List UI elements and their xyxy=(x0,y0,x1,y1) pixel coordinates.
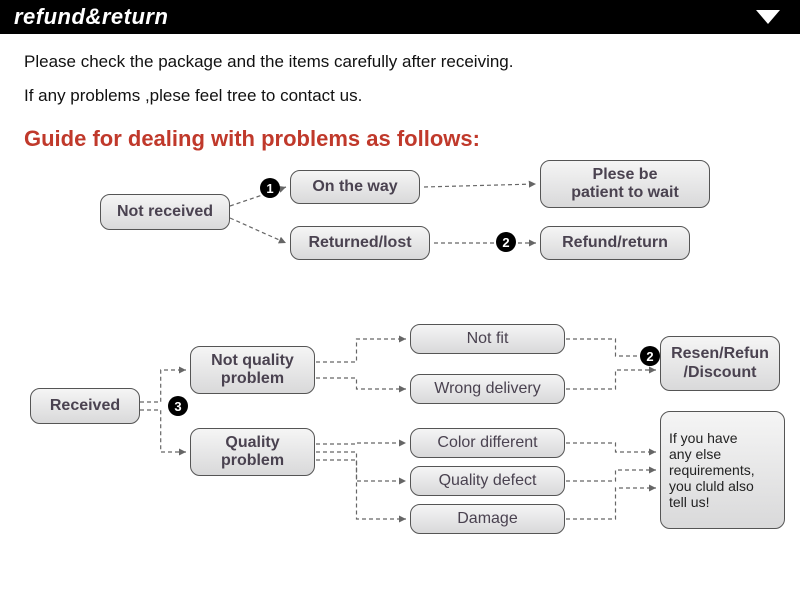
intro-text: Please check the package and the items c… xyxy=(0,34,800,126)
flow-node-returned_lost: Returned/lost xyxy=(290,226,430,260)
guide-title: Guide for dealing with problems as follo… xyxy=(0,126,800,156)
edge-received-to-quality xyxy=(140,410,186,452)
flow-node-refund_return: Refund/return xyxy=(540,226,690,260)
edge-not_quality-to-not_fit xyxy=(316,339,406,362)
flow-badge-b2: 2 xyxy=(496,232,516,252)
flow-node-else_req: If you haveany elserequirements,you clul… xyxy=(660,411,785,529)
edge-quality-to-damage xyxy=(316,460,406,519)
flow-node-on_the_way: On the way xyxy=(290,170,420,204)
edge-color_diff-to-else_req xyxy=(566,443,656,452)
intro-line-2: If any problems ,plese feel tree to cont… xyxy=(24,86,776,106)
intro-line-1: Please check the package and the items c… xyxy=(24,52,776,72)
edge-quality-to-quality_defect xyxy=(316,452,406,481)
flow-node-received: Received xyxy=(30,388,140,424)
header-bar: refund&return xyxy=(0,0,800,34)
flow-badge-b1: 1 xyxy=(260,178,280,198)
header-title: refund&return xyxy=(14,4,168,30)
flow-node-color_diff: Color different xyxy=(410,428,565,458)
down-arrow-icon xyxy=(756,10,780,24)
edge-not_quality-to-wrong_delivery xyxy=(316,378,406,389)
flow-badge-b3: 3 xyxy=(168,396,188,416)
edge-quality-to-color_diff xyxy=(316,443,406,444)
edge-damage-to-else_req xyxy=(566,488,656,519)
flow-node-damage: Damage xyxy=(410,504,565,534)
flow-node-quality: Qualityproblem xyxy=(190,428,315,476)
flow-node-resen_refund: Resen/Refun/Discount xyxy=(660,336,780,391)
flow-node-please_wait: Plese bepatient to wait xyxy=(540,160,710,208)
edge-on_the_way-to-please_wait xyxy=(424,184,536,187)
flow-badge-b4: 2 xyxy=(640,346,660,366)
edge-not_received-to-returned_lost xyxy=(230,218,286,243)
edge-quality_defect-to-else_req xyxy=(566,470,656,481)
flow-node-not_quality: Not qualityproblem xyxy=(190,346,315,394)
edge-wrong_delivery-to-resen_refund xyxy=(566,370,656,389)
flow-node-quality_defect: Quality defect xyxy=(410,466,565,496)
flow-node-not_received: Not received xyxy=(100,194,230,230)
flow-node-wrong_delivery: Wrong delivery xyxy=(410,374,565,404)
flow-node-not_fit: Not fit xyxy=(410,324,565,354)
flowchart-canvas: Not received On the way Returned/lost Plese… xyxy=(0,156,800,571)
